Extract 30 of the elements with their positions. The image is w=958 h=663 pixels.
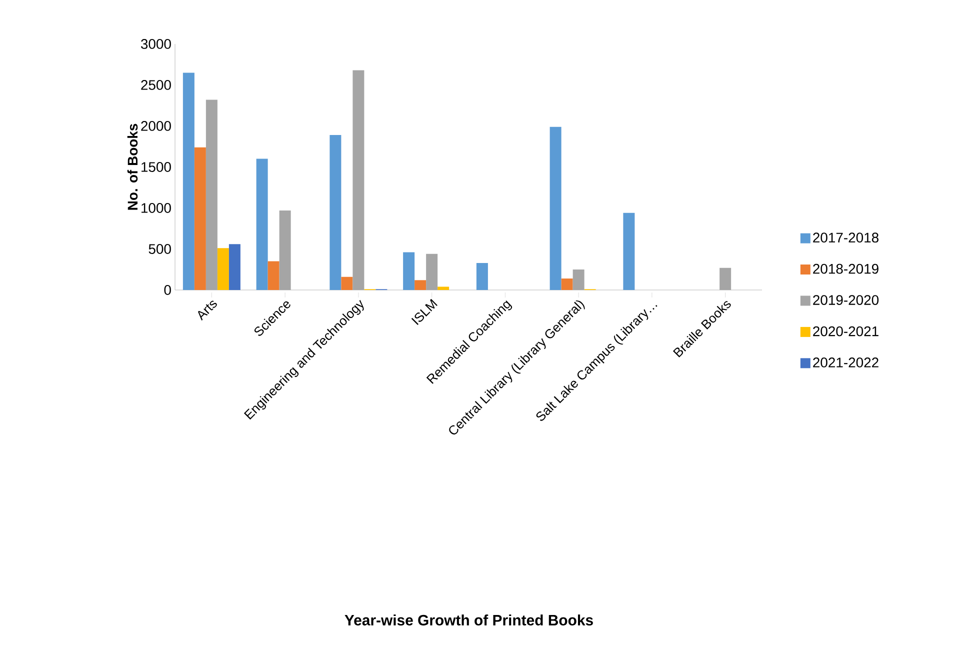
y-tick-label: 1000 bbox=[142, 203, 171, 213]
bar bbox=[268, 261, 280, 290]
bar bbox=[561, 278, 573, 290]
legend-label: 2019-2020 bbox=[813, 295, 879, 305]
bar bbox=[438, 286, 450, 290]
y-tick-label: 500 bbox=[148, 244, 171, 254]
y-tick-label: 2000 bbox=[141, 121, 171, 131]
bar bbox=[182, 72, 194, 290]
bar bbox=[550, 126, 562, 290]
legend-label: 2021-2022 bbox=[813, 358, 878, 368]
legend-label: 2018-2019 bbox=[813, 264, 878, 274]
bar bbox=[403, 252, 415, 290]
text: Year-wise Growth of Printed Books bbox=[344, 614, 593, 626]
bar bbox=[330, 135, 342, 290]
bar bbox=[623, 212, 635, 290]
y-axis-title: No. of Books bbox=[127, 124, 138, 210]
y-tick-label: 0 bbox=[164, 285, 171, 295]
bar bbox=[476, 262, 488, 290]
bar bbox=[256, 158, 268, 290]
bar bbox=[194, 147, 206, 290]
y-tick-label: 1500 bbox=[142, 162, 171, 172]
legend-label: 2017-2018 bbox=[813, 232, 878, 243]
bar bbox=[228, 244, 240, 290]
bar bbox=[217, 248, 229, 290]
y-tick-label: 2500 bbox=[141, 80, 171, 90]
y-tick-label: 3000 bbox=[140, 39, 171, 49]
bar bbox=[341, 276, 353, 290]
x-tick-label: Arts bbox=[198, 300, 217, 321]
legend-label: 2020-2021 bbox=[813, 326, 878, 336]
bar bbox=[414, 280, 426, 290]
